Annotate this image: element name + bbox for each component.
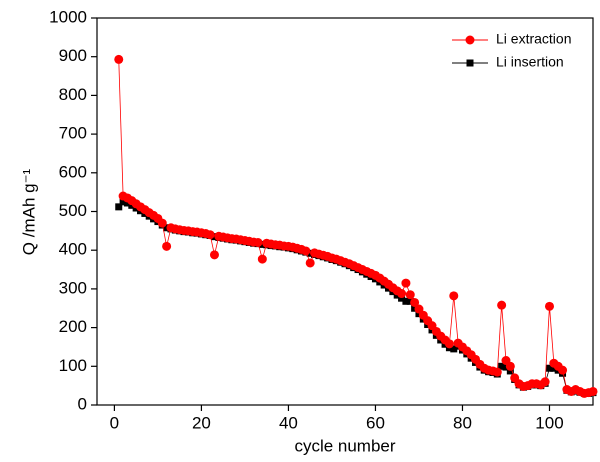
x-tick-label: 40	[279, 413, 298, 432]
data-point	[540, 377, 550, 387]
x-tick-label: 80	[453, 413, 472, 432]
data-point	[402, 297, 410, 305]
data-point	[301, 246, 311, 256]
y-tick-label: 600	[59, 162, 87, 181]
y-tick-label: 400	[59, 240, 87, 259]
data-point	[209, 250, 219, 260]
data-point	[397, 289, 407, 299]
data-point	[157, 218, 167, 228]
data-point	[498, 362, 506, 370]
series-line	[118, 59, 594, 394]
y-tick-label: 100	[59, 356, 87, 375]
plot-frame	[96, 17, 594, 406]
y-tick-label: 300	[59, 278, 87, 297]
y-tick-label: 200	[59, 317, 87, 336]
x-axis-label: cycle number	[294, 436, 395, 455]
data-point	[205, 230, 215, 240]
legend-label: Li extraction	[496, 31, 571, 47]
y-tick-label: 1000	[49, 7, 87, 26]
y-tick-label: 0	[78, 394, 87, 413]
data-point	[492, 367, 502, 377]
data-point	[497, 300, 507, 310]
data-point	[115, 203, 123, 211]
data-point	[405, 290, 415, 300]
x-tick-label: 100	[535, 413, 563, 432]
data-point	[505, 361, 515, 371]
data-point	[449, 291, 459, 301]
data-point	[444, 339, 454, 349]
x-tick-label: 20	[192, 413, 211, 432]
data-point	[544, 301, 554, 311]
data-point	[257, 254, 267, 264]
data-point	[410, 297, 420, 307]
y-tick-label: 800	[59, 85, 87, 104]
legend-marker	[465, 35, 475, 45]
data-point	[305, 258, 315, 268]
data-point	[119, 198, 127, 206]
data-point	[588, 386, 598, 396]
data-point	[128, 201, 136, 209]
data-point	[258, 240, 266, 248]
x-tick-label: 0	[110, 413, 119, 432]
legend-marker	[466, 59, 474, 67]
data-point	[406, 297, 414, 305]
data-point	[506, 367, 514, 375]
data-point	[398, 294, 406, 302]
y-tick-label: 900	[59, 46, 87, 65]
data-point	[253, 237, 263, 247]
legend-label: Li insertion	[496, 54, 564, 70]
data-point	[450, 345, 458, 353]
data-point	[123, 199, 131, 207]
data-point	[114, 54, 124, 64]
data-point	[558, 365, 568, 375]
data-point	[415, 310, 423, 318]
data-point	[162, 241, 172, 251]
y-tick-label: 700	[59, 124, 87, 143]
data-point	[401, 278, 411, 288]
data-point	[550, 364, 558, 372]
data-point	[545, 364, 553, 372]
y-tick-label: 500	[59, 201, 87, 220]
x-tick-label: 60	[366, 413, 385, 432]
y-axis-label: Q /mAh g⁻¹	[19, 168, 38, 255]
